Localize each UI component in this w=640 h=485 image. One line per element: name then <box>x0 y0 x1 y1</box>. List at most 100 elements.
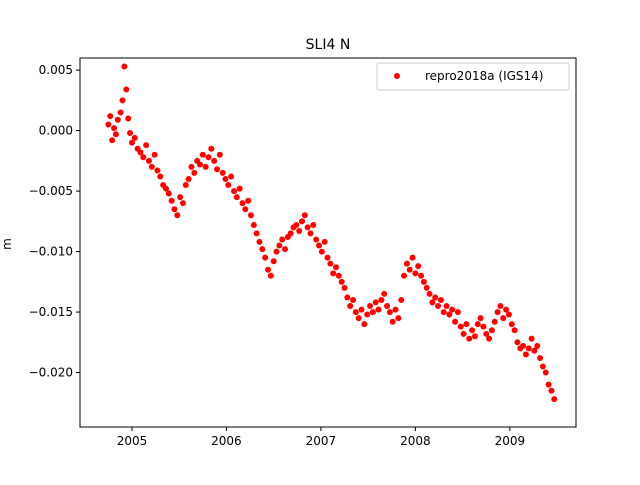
data-point <box>355 315 362 322</box>
y-tick-label: −0.020 <box>29 366 73 380</box>
data-point <box>140 154 147 161</box>
data-point <box>477 315 484 322</box>
data-point <box>471 333 478 340</box>
data-point <box>188 163 195 170</box>
data-point <box>199 151 206 158</box>
data-point <box>324 254 331 261</box>
data-point <box>137 149 144 156</box>
data-point <box>378 296 385 303</box>
data-point <box>452 318 459 325</box>
data-point <box>514 339 521 346</box>
data-point <box>534 342 541 349</box>
data-point <box>239 200 246 207</box>
data-point <box>253 230 260 237</box>
data-point <box>350 296 357 303</box>
data-point <box>522 351 529 358</box>
data-point <box>386 309 393 316</box>
data-point <box>279 236 286 243</box>
data-point <box>151 151 158 158</box>
data-point <box>531 347 538 354</box>
data-point <box>216 151 223 158</box>
data-point <box>395 315 402 322</box>
data-point <box>327 260 334 267</box>
data-point <box>369 309 376 316</box>
data-point <box>347 303 354 310</box>
y-tick-label: 0.000 <box>39 124 73 138</box>
data-point <box>429 299 436 306</box>
data-point <box>520 342 527 349</box>
data-point <box>270 258 277 265</box>
data-point <box>213 166 220 173</box>
data-point <box>415 263 422 270</box>
data-point <box>403 260 410 267</box>
y-tick-label: −0.005 <box>29 184 73 198</box>
data-point <box>202 163 209 170</box>
x-tick-label: 2007 <box>306 434 337 448</box>
y-tick-label: −0.015 <box>29 305 73 319</box>
data-point <box>412 270 419 277</box>
data-point <box>131 134 138 141</box>
data-point <box>282 246 289 253</box>
data-point <box>437 296 444 303</box>
data-point <box>333 264 340 271</box>
data-point <box>463 321 470 328</box>
data-point <box>389 318 396 325</box>
data-point <box>256 238 263 245</box>
data-point <box>242 206 249 213</box>
data-point <box>460 330 467 337</box>
data-point <box>508 321 515 328</box>
data-point <box>182 182 189 189</box>
data-point <box>310 221 317 228</box>
data-point <box>287 230 294 237</box>
chart-title: SLI4 N <box>306 37 351 53</box>
data-point <box>511 327 518 334</box>
data-point <box>364 311 371 318</box>
data-point <box>123 86 130 93</box>
data-point <box>392 306 399 313</box>
data-points <box>105 63 558 403</box>
data-point <box>250 221 257 228</box>
y-axis-label: m <box>0 238 14 250</box>
data-point <box>145 157 152 164</box>
data-point <box>491 318 498 325</box>
data-point <box>474 321 481 328</box>
y-tick-label: −0.010 <box>29 245 73 259</box>
data-point <box>361 321 368 328</box>
x-tick-label: 2009 <box>495 434 526 448</box>
data-point <box>296 228 303 235</box>
data-point <box>449 306 456 313</box>
data-point <box>372 299 379 306</box>
data-point <box>418 272 425 279</box>
data-point <box>233 194 240 201</box>
data-point <box>267 272 274 279</box>
data-point <box>435 303 442 310</box>
data-point <box>245 197 252 204</box>
x-tick-label: 2006 <box>211 434 242 448</box>
data-point <box>162 185 169 192</box>
plot-frame <box>79 57 577 428</box>
data-point <box>420 278 427 285</box>
data-point <box>265 266 272 273</box>
data-point <box>330 270 337 277</box>
data-point <box>299 218 306 225</box>
data-point <box>525 345 532 352</box>
data-point <box>301 212 308 219</box>
data-point <box>494 309 501 316</box>
data-point <box>273 248 280 255</box>
legend-box <box>376 62 570 91</box>
data-point <box>352 309 359 316</box>
data-point <box>443 303 450 310</box>
data-point <box>191 169 198 176</box>
data-point <box>228 173 235 180</box>
data-point <box>236 185 243 192</box>
data-point <box>196 161 203 168</box>
data-point <box>143 142 150 149</box>
data-point <box>105 121 112 128</box>
data-point <box>219 169 226 176</box>
data-point <box>537 355 544 362</box>
data-point <box>426 290 433 297</box>
data-point <box>154 167 161 174</box>
data-point <box>109 137 116 144</box>
data-point <box>222 175 229 182</box>
